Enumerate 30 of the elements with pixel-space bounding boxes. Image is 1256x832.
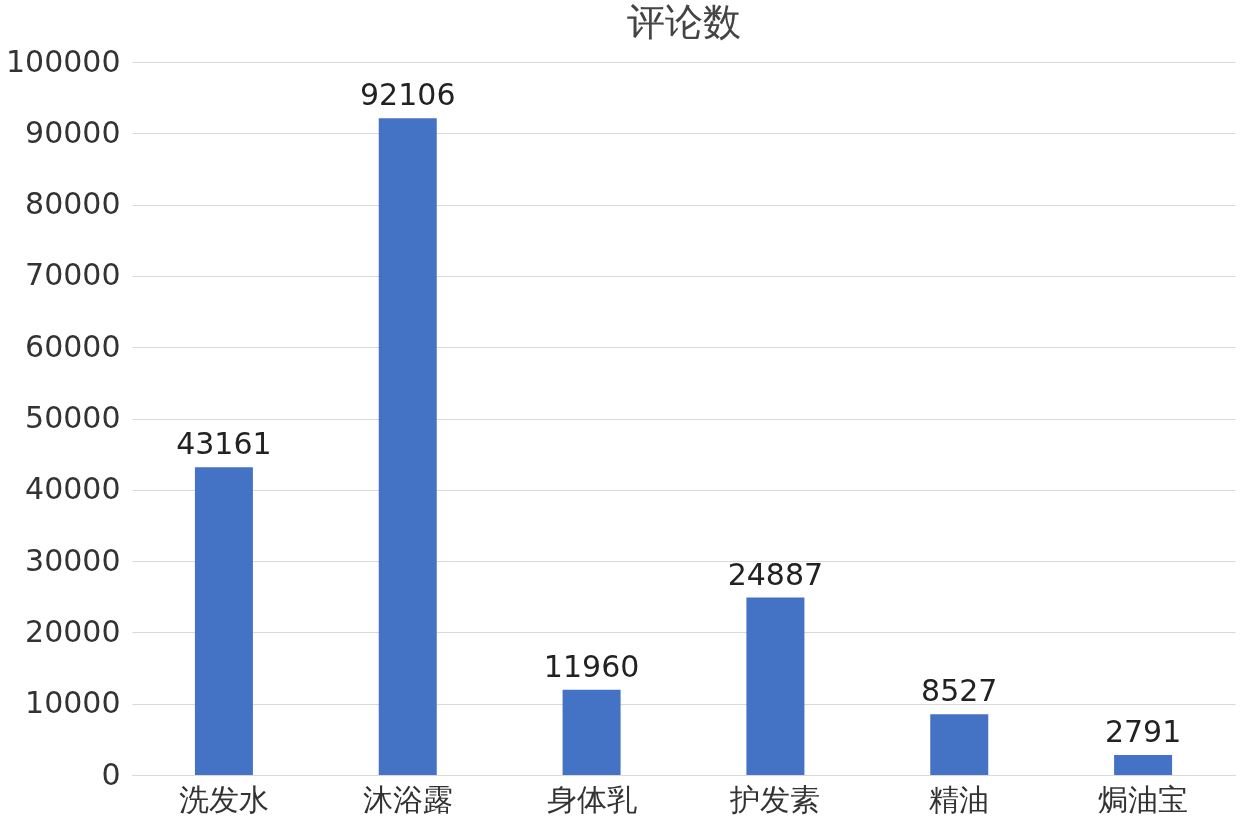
y-tick-label: 100000 <box>5 43 121 79</box>
x-tick-label: 护发素 <box>729 781 821 817</box>
data-label: 92106 <box>360 77 456 113</box>
data-label: 24887 <box>727 556 824 592</box>
x-tick-label: 精油 <box>929 781 990 817</box>
y-tick-label: 20000 <box>25 613 121 649</box>
bar <box>930 714 989 775</box>
bar <box>1114 755 1173 775</box>
chart-title: 评论数 <box>626 0 741 44</box>
y-tick-label: 30000 <box>25 542 121 578</box>
y-tick-label: 40000 <box>25 471 121 507</box>
y-tick-label: 60000 <box>25 328 121 364</box>
data-label: 43161 <box>176 426 272 462</box>
y-tick-label: 80000 <box>25 186 121 222</box>
x-tick-label: 洗发水 <box>178 781 269 817</box>
data-label: 8527 <box>921 673 998 709</box>
x-tick-label: 沐浴露 <box>362 781 453 817</box>
bar <box>746 597 805 775</box>
y-tick-label: 70000 <box>25 257 121 293</box>
y-tick-label: 50000 <box>25 400 121 435</box>
data-label: 11960 <box>543 648 640 684</box>
y-tick-label: 90000 <box>25 114 121 150</box>
bar <box>194 467 253 775</box>
y-tick-label: 10000 <box>25 685 121 721</box>
bar <box>378 118 437 775</box>
x-tick-label: 身体乳 <box>546 781 637 817</box>
x-tick-label: 焗油宝 <box>1098 781 1189 817</box>
bar <box>562 689 621 775</box>
data-label: 2791 <box>1104 714 1182 750</box>
y-tick-label: 0 <box>101 756 121 792</box>
